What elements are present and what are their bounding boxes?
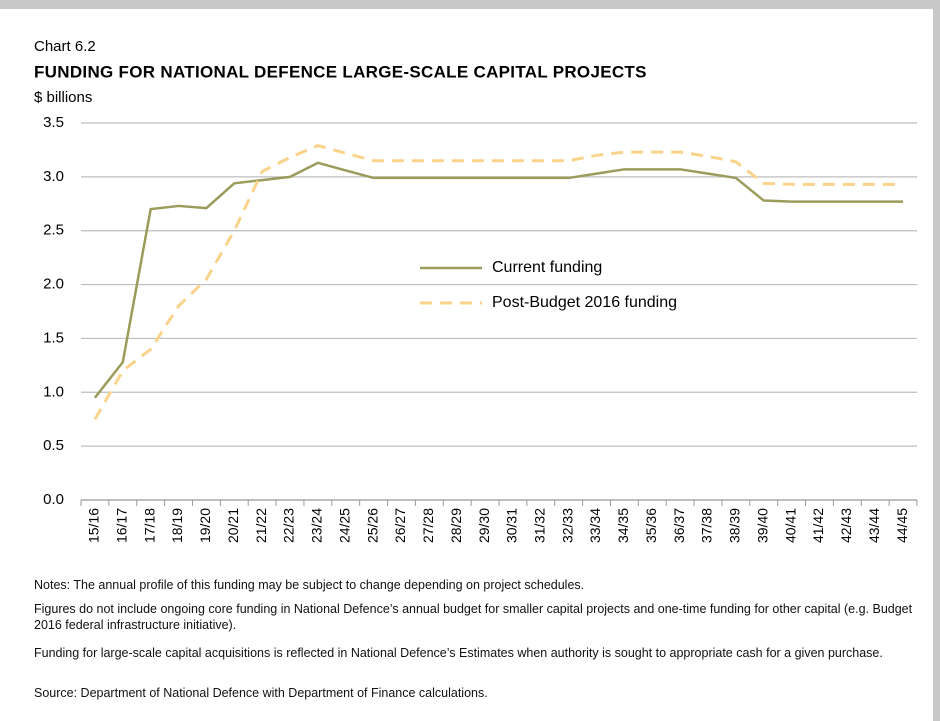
note: Figures do not include ongoing core fund… [34, 602, 913, 632]
y-tick-label: 2.5 [43, 222, 64, 239]
x-tick-label: 37/38 [699, 508, 715, 543]
legend-label: Post-Budget 2016 funding [492, 294, 677, 311]
x-tick-label: 43/44 [866, 508, 882, 543]
x-tick-label: 19/20 [197, 508, 213, 543]
note: Source: Department of National Defence w… [34, 686, 488, 700]
x-tick-label: 29/30 [476, 508, 492, 543]
x-tick-label: 15/16 [86, 508, 102, 543]
series-line [93, 161, 904, 399]
x-tick-label: 32/33 [559, 508, 575, 543]
y-tick-label: 3.5 [43, 114, 64, 131]
x-tick-label: 24/25 [336, 508, 352, 543]
x-tick-label: 30/31 [504, 508, 520, 543]
x-tick-label: 17/18 [141, 508, 157, 543]
x-tick-label: 44/45 [894, 508, 910, 543]
x-tick-label: 39/40 [754, 508, 770, 543]
x-tick-label: 38/39 [727, 508, 743, 543]
series-line [93, 144, 904, 420]
y-axis-label: $ billions [34, 89, 92, 106]
y-tick-label: 0.5 [43, 437, 64, 454]
x-tick-label: 22/23 [281, 508, 297, 543]
y-tick-label: 1.5 [43, 329, 64, 346]
x-tick-label: 28/29 [448, 508, 464, 543]
x-tick-label: 35/36 [643, 508, 659, 543]
x-tick-label: 16/17 [114, 508, 130, 543]
note: Funding for large-scale capital acquisit… [34, 646, 883, 660]
x-tick-label: 20/21 [225, 508, 241, 543]
chart-title: FUNDING FOR NATIONAL DEFENCE LARGE-SCALE… [34, 62, 647, 81]
y-tick-label: 2.0 [43, 276, 64, 293]
x-tick-label: 26/27 [392, 508, 408, 543]
x-tick-label: 18/19 [169, 508, 185, 543]
frame-right [933, 0, 940, 721]
x-tick-label: 25/26 [364, 508, 380, 543]
y-tick-label: 3.0 [43, 168, 64, 185]
x-tick-label: 21/22 [253, 508, 269, 543]
x-tick-label: 41/42 [810, 508, 826, 543]
x-tick-label: 27/28 [420, 508, 436, 543]
legend-label: Current funding [492, 259, 602, 276]
y-tick-label: 1.0 [43, 383, 64, 400]
note: Notes: The annual profile of this fundin… [34, 578, 585, 592]
x-tick-label: 40/41 [782, 508, 798, 543]
x-tick-label: 42/43 [838, 508, 854, 543]
x-tick-label: 23/24 [309, 508, 325, 543]
x-tick-label: 31/32 [532, 508, 548, 543]
x-tick-label: 33/34 [587, 508, 603, 543]
y-tick-label: 0.0 [43, 491, 64, 508]
chart-number: Chart 6.2 [34, 38, 96, 55]
frame-top [0, 0, 940, 9]
x-tick-label: 34/35 [615, 508, 631, 543]
x-tick-label: 36/37 [671, 508, 687, 543]
